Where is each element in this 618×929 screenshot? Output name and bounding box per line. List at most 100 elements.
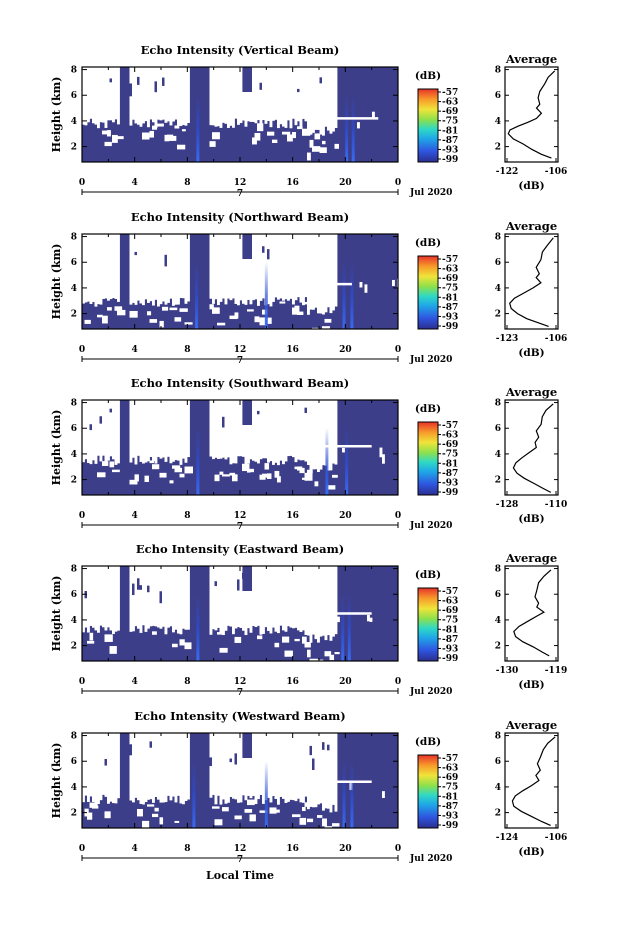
enhanced-echo-streak bbox=[351, 95, 355, 162]
colorbar-tick-label: -93 bbox=[442, 478, 458, 488]
colorbar-tick-label: -93 bbox=[442, 644, 458, 654]
x-tick-label: 0 bbox=[395, 677, 401, 687]
colorbar-tick-label: -63 bbox=[442, 431, 458, 441]
x-tick-label: 8 bbox=[184, 178, 190, 188]
enhanced-echo-streak bbox=[264, 262, 268, 329]
average-y-tick-label: 6 bbox=[495, 424, 501, 434]
colorbar-tick-label: -57 bbox=[442, 88, 458, 98]
enhanced-echo-streak bbox=[342, 761, 346, 828]
panel-2: Echo Intensity (Northward Beam) 2 4 6 8 Heigh… bbox=[50, 210, 567, 366]
date-label: Jul 2020 bbox=[409, 188, 452, 198]
y-tick-label: 8 bbox=[71, 399, 77, 409]
enhanced-echo-streak bbox=[264, 761, 268, 828]
colorbar-tick-label: -69 bbox=[442, 274, 458, 284]
average-x-tick-label: -128 bbox=[496, 500, 519, 510]
colorbar bbox=[417, 587, 439, 662]
y-tick-label: 8 bbox=[71, 732, 77, 742]
colorbar-tick-label: -63 bbox=[442, 597, 458, 607]
colorbar-tick-label: -87 bbox=[442, 802, 458, 812]
y-axis-label: Height (km) bbox=[50, 77, 63, 153]
average-y-tick-label: 6 bbox=[495, 91, 501, 101]
average-x-tick-label: -119 bbox=[545, 666, 568, 676]
day-label: 7 bbox=[237, 855, 243, 865]
x-tick-label: 8 bbox=[184, 511, 190, 521]
date-label: Jul 2020 bbox=[409, 355, 452, 365]
average-y-tick-label: 4 bbox=[495, 117, 501, 127]
colorbar-tick-label: -63 bbox=[442, 265, 458, 275]
average-x-label: (dB) bbox=[518, 347, 544, 359]
x-tick-label: 12 bbox=[234, 345, 247, 355]
y-tick-label: 6 bbox=[71, 91, 77, 101]
x-tick-label: 0 bbox=[79, 345, 85, 355]
average-y-tick-label: 8 bbox=[495, 565, 501, 575]
colorbar-tick-label: -69 bbox=[442, 107, 458, 117]
panel-3: Echo Intensity (Southward Beam) 2 4 6 8 Heigh… bbox=[50, 376, 567, 532]
date-label: Jul 2020 bbox=[409, 521, 452, 531]
panel-title: Echo Intensity (Vertical Beam) bbox=[141, 43, 340, 57]
colorbar-tick-label: -87 bbox=[442, 469, 458, 479]
x-tick-label: 4 bbox=[132, 677, 138, 687]
enhanced-echo-streak bbox=[341, 594, 345, 661]
average-frame bbox=[504, 565, 559, 662]
average-y-tick-label: 8 bbox=[495, 732, 501, 742]
enhanced-echo-streak bbox=[342, 262, 346, 329]
x-tick-label: 16 bbox=[286, 677, 299, 687]
average-y-tick-label: 2 bbox=[495, 143, 501, 153]
average-x-tick-label: -130 bbox=[496, 666, 519, 676]
colorbar-tick-label: -81 bbox=[442, 459, 458, 469]
x-tick-label: 8 bbox=[184, 844, 190, 854]
colorbar-tick-label: -81 bbox=[442, 625, 458, 635]
y-tick-label: 8 bbox=[71, 565, 77, 575]
average-frame bbox=[504, 732, 559, 829]
colorbar-tick-label: -75 bbox=[442, 616, 458, 626]
x-tick-label: 0 bbox=[395, 345, 401, 355]
x-tick-label: 0 bbox=[79, 677, 85, 687]
colorbar bbox=[417, 255, 439, 330]
x-tick-label: 0 bbox=[79, 178, 85, 188]
y-tick-label: 8 bbox=[71, 66, 77, 76]
y-axis-label: Height (km) bbox=[50, 410, 63, 486]
average-y-tick-label: 8 bbox=[495, 233, 501, 243]
x-tick-label: 4 bbox=[132, 844, 138, 854]
panel-title: Echo Intensity (Northward Beam) bbox=[131, 210, 349, 224]
colorbar-tick-label: -69 bbox=[442, 606, 458, 616]
x-tick-label: 4 bbox=[132, 345, 138, 355]
x-tick-label: 20 bbox=[339, 345, 352, 355]
y-axis-label: Height (km) bbox=[50, 244, 63, 320]
average-x-tick-label: -106 bbox=[545, 334, 568, 344]
enhanced-echo-streak bbox=[345, 428, 349, 495]
enhanced-echo-streak bbox=[196, 594, 200, 661]
colorbar-tick-label: -81 bbox=[442, 126, 458, 136]
x-tick-label: 0 bbox=[395, 178, 401, 188]
heatmap-no-data-region bbox=[82, 67, 375, 161]
day-label: 7 bbox=[237, 688, 243, 698]
x-tick-label: 8 bbox=[184, 677, 190, 687]
x-tick-label: 16 bbox=[286, 511, 299, 521]
x-tick-label: 0 bbox=[395, 511, 401, 521]
y-tick-label: 4 bbox=[71, 284, 77, 294]
date-label: Jul 2020 bbox=[409, 687, 452, 697]
average-frame bbox=[504, 399, 559, 496]
average-x-tick-label: -110 bbox=[545, 500, 568, 510]
enhanced-echo-streak bbox=[345, 95, 349, 162]
average-x-label: (dB) bbox=[518, 679, 544, 691]
x-tick-label: 20 bbox=[339, 511, 352, 521]
colorbar-tick-label: -93 bbox=[442, 312, 458, 322]
y-tick-label: 6 bbox=[71, 424, 77, 434]
heatmap-no-data-region bbox=[82, 234, 400, 335]
colorbar-tick-label: -81 bbox=[442, 792, 458, 802]
colorbar-tick-label: -75 bbox=[442, 783, 458, 793]
colorbar-tick-label: -93 bbox=[442, 811, 458, 821]
panel-4: Echo Intensity (Eastward Beam) 2 4 6 8 Height… bbox=[50, 542, 567, 698]
average-x-label: (dB) bbox=[518, 180, 544, 192]
y-tick-label: 6 bbox=[71, 757, 77, 767]
average-profile-line bbox=[509, 237, 554, 327]
x-tick-label: 12 bbox=[234, 677, 247, 687]
day-label: 7 bbox=[237, 522, 243, 532]
colorbar-tick-label: -99 bbox=[442, 488, 458, 498]
x-tick-label: 20 bbox=[339, 844, 352, 854]
average-x-label: (dB) bbox=[518, 513, 544, 525]
panel-1: Echo Intensity (Vertical Beam) 2 4 6 8 Height… bbox=[50, 43, 567, 199]
average-y-tick-label: 2 bbox=[495, 310, 501, 320]
